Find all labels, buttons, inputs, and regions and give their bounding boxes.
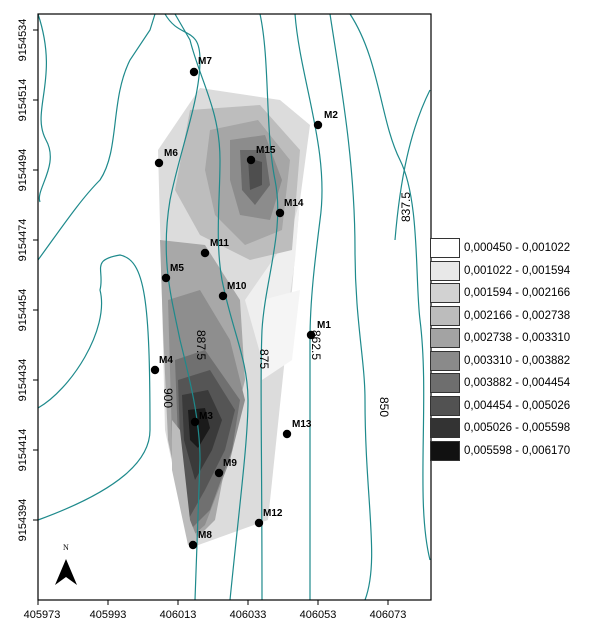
sample-point-m15[interactable]: M15	[246, 145, 276, 165]
svg-text:M12: M12	[263, 508, 283, 519]
y-tick-label: 9154434	[17, 359, 29, 402]
y-tick-label: 9154454	[17, 289, 29, 332]
interpolation-surface	[158, 88, 310, 548]
north-arrow-icon: N	[55, 543, 77, 585]
svg-text:M8: M8	[198, 530, 212, 541]
y-tick-label: 9154494	[17, 149, 29, 192]
legend-label: 0,000450 - 0,001022	[464, 242, 571, 255]
contour-label-850: 850	[377, 397, 391, 417]
legend-swatch	[430, 440, 460, 461]
svg-text:M7: M7	[198, 56, 212, 67]
legend-label: 0,002738 - 0,003310	[464, 332, 571, 345]
x-tick-label: 405993	[90, 609, 127, 621]
sample-point-m1[interactable]: M1	[306, 320, 332, 340]
legend-item: 0,003310 - 0,003882	[430, 350, 602, 373]
contour-label-837-5: 837.5	[399, 192, 413, 222]
y-axis: 9154534 9154514 9154494 9154474 9154454 …	[17, 19, 38, 542]
y-tick-label: 9154414	[17, 429, 29, 472]
sample-point-m13[interactable]: M13	[282, 419, 312, 439]
x-tick-label: 406073	[370, 609, 407, 621]
legend-item: 0,001594 - 0,002166	[430, 282, 602, 305]
legend-item: 0,002738 - 0,003310	[430, 327, 602, 350]
y-tick-label: 9154514	[17, 79, 29, 122]
y-tick-label: 9154534	[17, 19, 29, 62]
legend-swatch	[430, 283, 460, 304]
sample-point-m9[interactable]: M9	[214, 458, 238, 478]
sample-point-m14[interactable]: M14	[275, 198, 304, 218]
legend-swatch	[430, 395, 460, 416]
legend-label: 0,005026 - 0,005598	[464, 422, 571, 435]
north-label: N	[63, 543, 69, 552]
legend: 0,000450 - 0,001022 0,001022 - 0,001594 0,…	[430, 237, 602, 462]
legend-label: 0,003310 - 0,003882	[464, 354, 571, 367]
legend-item: 0,004454 - 0,005026	[430, 395, 602, 418]
legend-item: 0,001022 - 0,001594	[430, 260, 602, 283]
svg-text:M9: M9	[223, 458, 237, 469]
legend-swatch	[430, 418, 460, 439]
sample-point-m3[interactable]: M3	[190, 411, 214, 427]
legend-label: 0,005598 - 0,006170	[464, 444, 571, 457]
x-tick-label: 405973	[24, 609, 61, 621]
legend-item: 0,005026 - 0,005598	[430, 417, 602, 440]
contour-label-875: 875	[257, 349, 271, 369]
sample-point-m6[interactable]: M6	[154, 148, 179, 168]
contour-label-group: 837.5 850 862.5 875 887.5 900	[161, 192, 413, 418]
legend-label: 0,002166 - 0,002738	[464, 309, 571, 322]
sample-point-m2[interactable]: M2	[313, 110, 339, 130]
x-tick-label: 406053	[300, 609, 337, 621]
svg-text:M14: M14	[284, 198, 304, 209]
sample-point-m8[interactable]: M8	[188, 530, 213, 550]
sample-points: M1 M2 M3 M4 M5 M6 M7 M8 M9 M10 M11 M12 M…	[150, 56, 339, 550]
legend-label: 0,001022 - 0,001594	[464, 264, 571, 277]
svg-text:M15: M15	[256, 145, 276, 156]
svg-text:M13: M13	[292, 419, 312, 430]
svg-text:M1: M1	[317, 320, 331, 331]
legend-item: 0,000450 - 0,001022	[430, 237, 602, 260]
legend-item: 0,005598 - 0,006170	[430, 440, 602, 463]
legend-swatch	[430, 328, 460, 349]
x-tick-label: 406013	[160, 609, 197, 621]
legend-label: 0,004454 - 0,005026	[464, 399, 571, 412]
sample-point-m4[interactable]: M4	[150, 355, 174, 375]
legend-swatch	[430, 305, 460, 326]
svg-text:M10: M10	[227, 281, 247, 292]
legend-item: 0,002166 - 0,002738	[430, 305, 602, 328]
sample-point-m11[interactable]: M11	[200, 238, 230, 258]
contour-label-887-5: 887.5	[194, 330, 208, 360]
contour-label-900: 900	[161, 388, 175, 408]
svg-text:M3: M3	[199, 411, 213, 422]
y-tick-label: 9154394	[17, 499, 29, 542]
svg-text:M5: M5	[170, 263, 184, 274]
legend-swatch	[430, 238, 460, 259]
legend-swatch	[430, 350, 460, 371]
sample-point-m5[interactable]: M5	[161, 263, 185, 283]
contour-lines	[37, 13, 431, 601]
svg-text:M6: M6	[164, 148, 178, 159]
legend-swatch	[430, 373, 460, 394]
y-tick-label: 9154474	[17, 219, 29, 262]
x-tick-label: 406033	[230, 609, 267, 621]
legend-label: 0,001594 - 0,002166	[464, 287, 571, 300]
x-axis: 405973 405993 406013 406033 406053 40607…	[24, 600, 407, 621]
sample-point-m10[interactable]: M10	[218, 281, 247, 301]
legend-label: 0,003882 - 0,004454	[464, 377, 571, 390]
legend-swatch	[430, 260, 460, 281]
sample-point-m12[interactable]: M12	[254, 508, 283, 528]
sample-point-m7[interactable]: M7	[189, 56, 213, 77]
svg-text:M2: M2	[324, 110, 338, 121]
svg-text:M4: M4	[159, 355, 173, 366]
svg-text:M11: M11	[210, 238, 229, 249]
legend-item: 0,003882 - 0,004454	[430, 372, 602, 395]
